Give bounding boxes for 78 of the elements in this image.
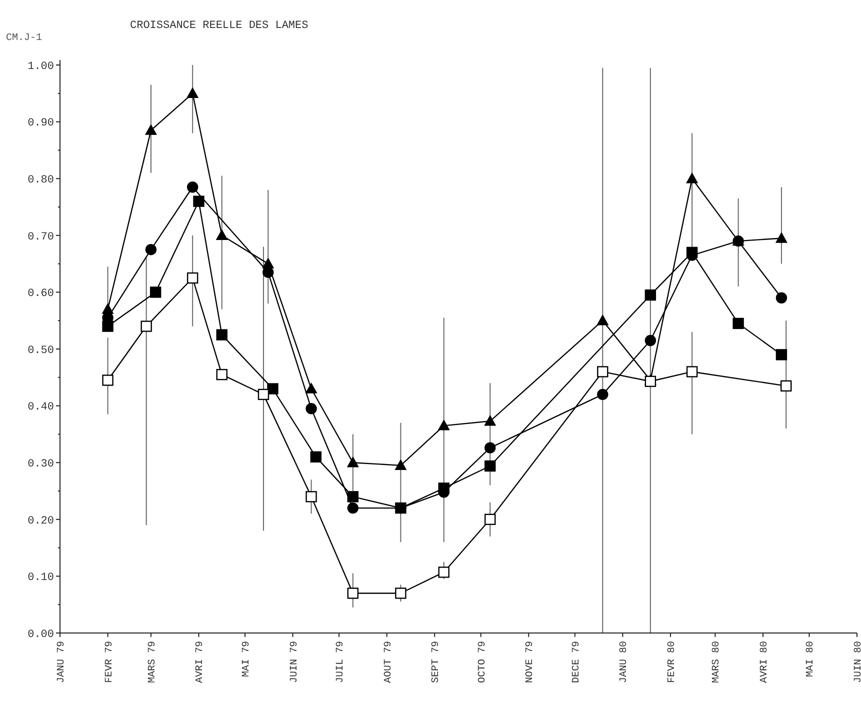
point — [686, 173, 698, 184]
point — [216, 368, 228, 380]
point — [262, 266, 274, 278]
point — [186, 272, 198, 284]
x-tick-label: MARS 79 — [147, 641, 158, 684]
x-tick-label: OCTO 79 — [477, 641, 488, 684]
point — [484, 416, 496, 426]
point — [644, 334, 656, 346]
x-tick-label: MAI 80 — [806, 641, 817, 678]
y-tick-label: 0.90 — [28, 118, 54, 130]
point — [597, 315, 608, 326]
x-tick-label: DECE 79 — [571, 641, 582, 684]
point — [732, 318, 744, 330]
point — [193, 196, 204, 207]
point — [102, 374, 114, 386]
x-tick-label: AVRI 80 — [759, 641, 770, 684]
y-tick-label: 1.00 — [28, 60, 54, 73]
point — [438, 566, 450, 578]
point — [484, 442, 496, 454]
point — [776, 292, 788, 304]
point — [267, 383, 278, 394]
chart-title: CROISSANCE REELLE DES LAMES — [130, 20, 309, 32]
x-tick-label: AVRI 79 — [195, 641, 206, 684]
x-tick-label: MAI 79 — [241, 641, 252, 678]
y-tick-label: 0.60 — [28, 288, 54, 300]
point — [216, 230, 228, 240]
point — [438, 420, 450, 430]
point — [306, 383, 317, 394]
point — [102, 320, 114, 332]
point — [347, 502, 358, 514]
point — [395, 588, 406, 599]
point — [484, 460, 496, 472]
point — [347, 491, 358, 502]
y-tick-label: 0.20 — [28, 515, 54, 528]
point — [597, 388, 608, 400]
y-tick-label: 0.30 — [28, 458, 54, 470]
y-tick-label: 0.50 — [28, 344, 54, 357]
point — [780, 380, 792, 392]
x-tick-label: FEVR 79 — [104, 641, 116, 684]
point — [395, 460, 406, 470]
x-tick-label: SEPT 79 — [431, 641, 442, 684]
point — [145, 124, 157, 135]
y-tick-label: 0.00 — [28, 628, 54, 641]
y-axis-title: CM.J-1 — [6, 33, 42, 44]
point — [776, 349, 788, 360]
point — [140, 320, 152, 332]
x-tick-label: FEVR 80 — [666, 641, 678, 684]
point — [686, 366, 698, 378]
x-tick-label: NOVE 79 — [525, 641, 536, 684]
point — [150, 286, 162, 298]
point — [306, 491, 317, 502]
point — [347, 588, 358, 599]
y-tick-label: 0.40 — [28, 402, 54, 414]
x-tick-label: JANU 80 — [619, 641, 630, 684]
point — [347, 457, 358, 468]
point — [644, 289, 656, 301]
x-tick-label: JUIL 79 — [336, 641, 347, 684]
x-tick-label: JUIN 80 — [854, 641, 861, 684]
point — [258, 388, 270, 400]
y-tick-label: 0.10 — [28, 572, 54, 584]
x-tick-label: MARS 80 — [712, 641, 723, 684]
point — [395, 502, 406, 514]
point — [686, 246, 698, 258]
point — [186, 182, 198, 193]
point — [310, 451, 322, 463]
point — [145, 244, 157, 256]
y-tick-label: 0.80 — [28, 174, 54, 186]
x-tick-label: JANU 79 — [56, 641, 68, 684]
point — [216, 329, 228, 340]
x-tick-label: AOUT 79 — [383, 641, 394, 684]
point — [597, 366, 608, 378]
x-tick-label: JUIN 79 — [289, 641, 300, 684]
point — [438, 482, 450, 494]
point — [484, 514, 496, 525]
y-tick-label: 0.70 — [28, 231, 54, 244]
point — [306, 403, 317, 414]
point — [186, 88, 198, 98]
point — [776, 232, 788, 243]
